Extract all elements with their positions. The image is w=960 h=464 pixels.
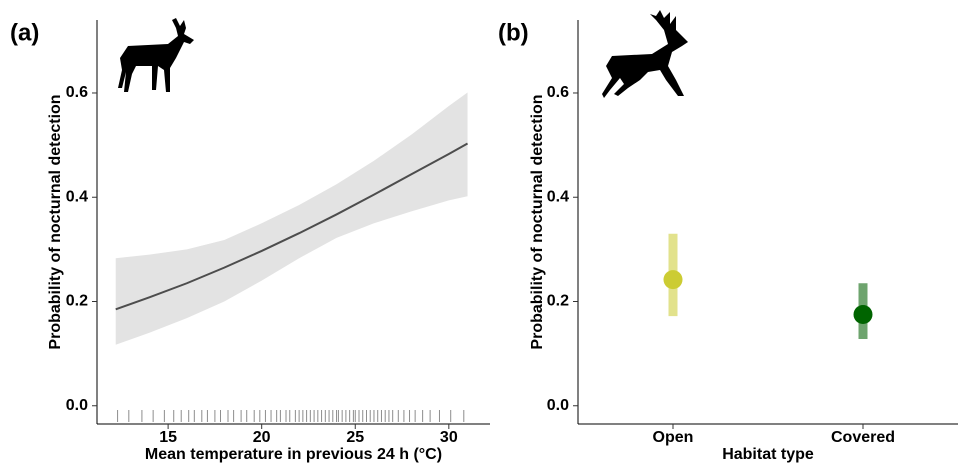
x-tick-label: 15 [159,429,177,446]
deer-icon-a [118,18,194,92]
panel: 0.0 0.2 0.4 0.6 (b) Probability of nocturnal … [498,19,958,463]
x-tick-label: 25 [346,429,364,446]
panel-label: (b) [498,19,529,46]
panel-label: (a) [10,19,39,46]
y-tick-label: 0.2 [66,293,88,310]
confidence-band [115,92,468,345]
y-tick-label: 0.0 [547,397,569,414]
y-axis-title: Probability of nocturnal detection [47,94,64,349]
y-tick-label: 0.2 [547,293,569,310]
panel: 0.0 0.2 0.4 0.6 (a) Probability of nocturnal … [10,19,490,463]
x-tick-label: 30 [440,429,458,446]
point [853,305,873,325]
y-tick-label: 0.0 [66,397,88,414]
x-tick-label: Covered [831,429,895,446]
x-axis-title: Habitat type [722,446,814,463]
x-tick-label: 20 [253,429,271,446]
deer-icon-b [602,10,688,98]
y-tick-label: 0.4 [547,188,569,205]
y-tick-label: 0.6 [547,84,569,101]
x-tick-label: Open [653,429,694,446]
y-tick-label: 0.4 [66,188,88,205]
fitted-line [115,142,469,311]
deer-silhouette [118,18,194,92]
y-axis-title: Probability of nocturnal detection [529,94,546,349]
x-axis-title: Mean temperature in previous 24 h (°C) [145,446,442,463]
y-tick-label: 0.6 [66,84,88,101]
point [663,270,683,290]
deer-silhouette [602,10,688,98]
